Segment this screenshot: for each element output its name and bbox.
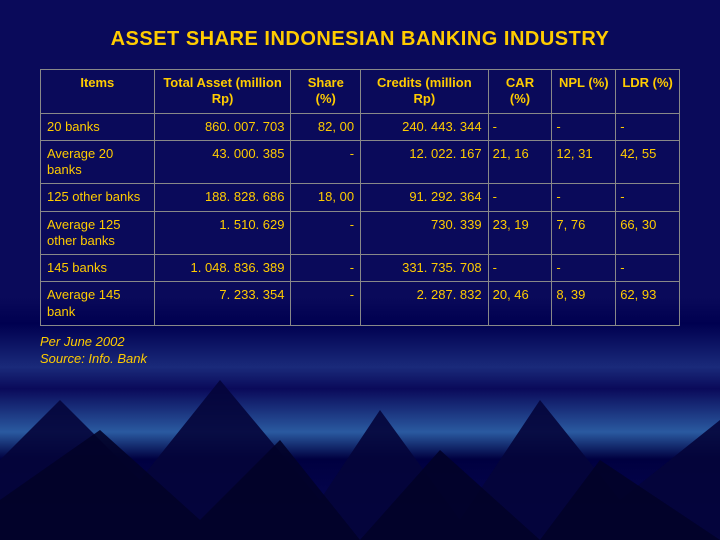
table-row: Average 125 other banks 1. 510. 629 - 73… — [41, 211, 680, 255]
cell-ldr: - — [616, 184, 680, 211]
cell-npl: - — [552, 113, 616, 140]
cell-npl: 8, 39 — [552, 282, 616, 326]
cell-share: - — [291, 211, 361, 255]
col-car: CAR (%) — [488, 70, 552, 114]
background-mountains — [0, 340, 720, 540]
cell-item: Average 125 other banks — [41, 211, 155, 255]
cell-asset: 860. 007. 703 — [154, 113, 291, 140]
cell-item: 125 other banks — [41, 184, 155, 211]
cell-car: 21, 16 — [488, 140, 552, 184]
cell-credits: 730. 339 — [361, 211, 489, 255]
cell-car: - — [488, 184, 552, 211]
cell-ldr: 42, 55 — [616, 140, 680, 184]
cell-item: 20 banks — [41, 113, 155, 140]
col-credits: Credits (million Rp) — [361, 70, 489, 114]
cell-share: 82, 00 — [291, 113, 361, 140]
cell-item: Average 20 banks — [41, 140, 155, 184]
cell-credits: 91. 292. 364 — [361, 184, 489, 211]
cell-npl: - — [552, 184, 616, 211]
cell-credits: 331. 735. 708 — [361, 255, 489, 282]
asset-share-table: Items Total Asset (million Rp) Share (%)… — [40, 69, 680, 326]
cell-credits: 12. 022. 167 — [361, 140, 489, 184]
cell-share: - — [291, 282, 361, 326]
cell-item: Average 145 bank — [41, 282, 155, 326]
cell-asset: 1. 510. 629 — [154, 211, 291, 255]
cell-car: - — [488, 255, 552, 282]
cell-ldr: - — [616, 255, 680, 282]
footnote-source: Source: Info. Bank — [40, 351, 680, 368]
table-row: 20 banks 860. 007. 703 82, 00 240. 443. … — [41, 113, 680, 140]
col-npl: NPL (%) — [552, 70, 616, 114]
table-row: 145 banks 1. 048. 836. 389 - 331. 735. 7… — [41, 255, 680, 282]
footnote-date: Per June 2002 — [40, 334, 680, 351]
table-row: 125 other banks 188. 828. 686 18, 00 91.… — [41, 184, 680, 211]
cell-item: 145 banks — [41, 255, 155, 282]
cell-car: 20, 46 — [488, 282, 552, 326]
cell-asset: 1. 048. 836. 389 — [154, 255, 291, 282]
table-row: Average 20 banks 43. 000. 385 - 12. 022.… — [41, 140, 680, 184]
cell-credits: 2. 287. 832 — [361, 282, 489, 326]
cell-npl: - — [552, 255, 616, 282]
cell-ldr: 66, 30 — [616, 211, 680, 255]
cell-credits: 240. 443. 344 — [361, 113, 489, 140]
cell-ldr: - — [616, 113, 680, 140]
cell-car: 23, 19 — [488, 211, 552, 255]
page-title: ASSET SHARE INDONESIAN BANKING INDUSTRY — [40, 28, 680, 51]
col-ldr: LDR (%) — [616, 70, 680, 114]
col-asset: Total Asset (million Rp) — [154, 70, 291, 114]
cell-car: - — [488, 113, 552, 140]
col-items: Items — [41, 70, 155, 114]
cell-share: 18, 00 — [291, 184, 361, 211]
cell-share: - — [291, 140, 361, 184]
cell-asset: 43. 000. 385 — [154, 140, 291, 184]
table-header-row: Items Total Asset (million Rp) Share (%)… — [41, 70, 680, 114]
cell-npl: 12, 31 — [552, 140, 616, 184]
table-row: Average 145 bank 7. 233. 354 - 2. 287. 8… — [41, 282, 680, 326]
footnote: Per June 2002 Source: Info. Bank — [40, 334, 680, 368]
cell-asset: 188. 828. 686 — [154, 184, 291, 211]
cell-npl: 7, 76 — [552, 211, 616, 255]
cell-asset: 7. 233. 354 — [154, 282, 291, 326]
col-share: Share (%) — [291, 70, 361, 114]
cell-ldr: 62, 93 — [616, 282, 680, 326]
cell-share: - — [291, 255, 361, 282]
